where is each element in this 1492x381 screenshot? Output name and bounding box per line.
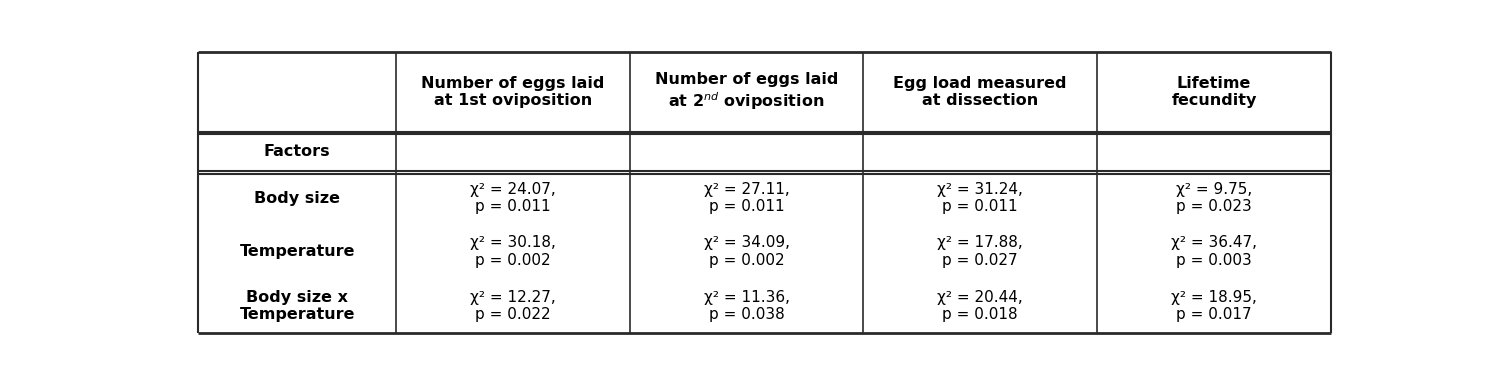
Text: χ² = 17.88,
p = 0.027: χ² = 17.88, p = 0.027 — [937, 235, 1024, 268]
Text: χ² = 18.95,
p = 0.017: χ² = 18.95, p = 0.017 — [1171, 290, 1256, 322]
Text: χ² = 30.18,
p = 0.002: χ² = 30.18, p = 0.002 — [470, 235, 557, 268]
Text: Temperature: Temperature — [239, 244, 355, 259]
Text: Body size x
Temperature: Body size x Temperature — [239, 290, 355, 322]
Text: χ² = 27.11,
p = 0.011: χ² = 27.11, p = 0.011 — [704, 182, 789, 214]
Text: χ² = 12.27,
p = 0.022: χ² = 12.27, p = 0.022 — [470, 290, 557, 322]
Text: χ² = 20.44,
p = 0.018: χ² = 20.44, p = 0.018 — [937, 290, 1024, 322]
Text: χ² = 24.07,
p = 0.011: χ² = 24.07, p = 0.011 — [470, 182, 557, 214]
Text: χ² = 9.75,
p = 0.023: χ² = 9.75, p = 0.023 — [1176, 182, 1252, 214]
Text: Factors: Factors — [264, 144, 331, 159]
Text: Body size: Body size — [254, 190, 340, 205]
Text: Number of eggs laid
at 1st oviposition: Number of eggs laid at 1st oviposition — [421, 75, 604, 108]
Text: χ² = 34.09,
p = 0.002: χ² = 34.09, p = 0.002 — [704, 235, 789, 268]
Text: χ² = 11.36,
p = 0.038: χ² = 11.36, p = 0.038 — [704, 290, 789, 322]
Text: χ² = 31.24,
p = 0.011: χ² = 31.24, p = 0.011 — [937, 182, 1024, 214]
Text: χ² = 36.47,
p = 0.003: χ² = 36.47, p = 0.003 — [1171, 235, 1256, 268]
Text: Lifetime
fecundity: Lifetime fecundity — [1171, 75, 1256, 108]
Text: Egg load measured
at dissection: Egg load measured at dissection — [894, 75, 1067, 108]
Text: Number of eggs laid
at 2$^{nd}$ oviposition: Number of eggs laid at 2$^{nd}$ oviposit… — [655, 72, 839, 112]
